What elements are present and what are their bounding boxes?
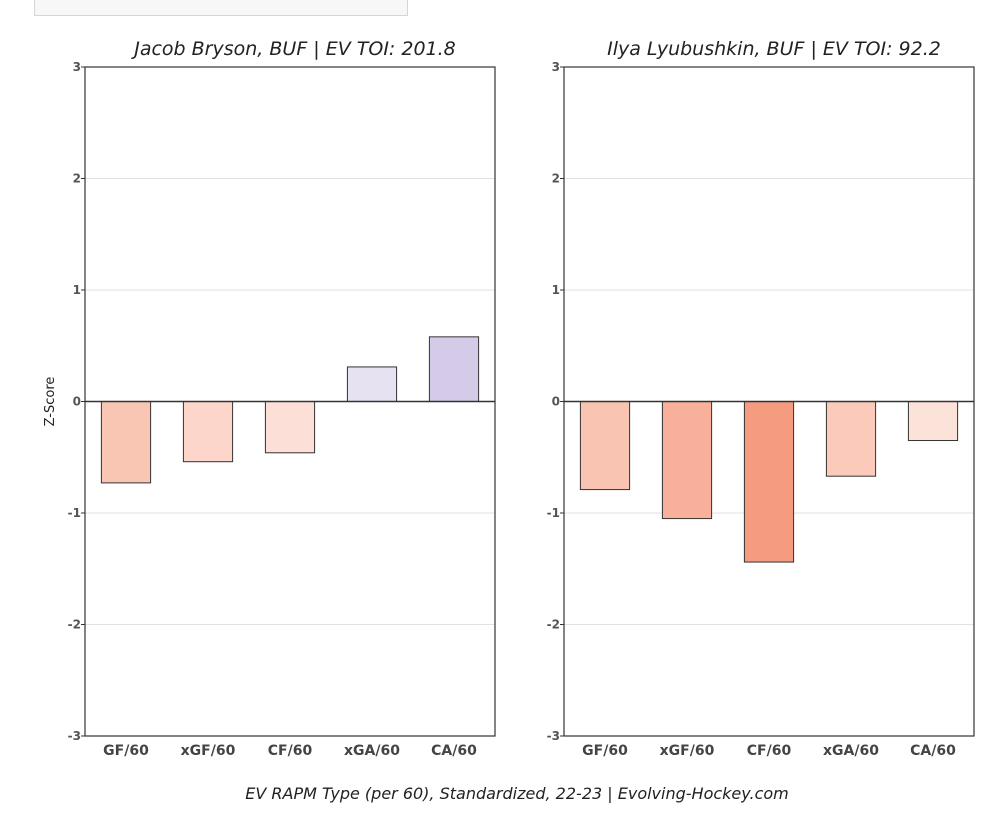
bar-cf-60 [264,401,316,454]
bar-xga-60 [825,401,877,477]
chart-title: Ilya Lyubushkin, BUF | EV TOI: 92.2 [607,38,941,60]
y-tick-label: 0 [73,395,81,409]
y-tick-label: 2 [73,172,81,186]
y-tick-label: -3 [68,729,81,743]
x-tick-label: CF/60 [268,743,313,759]
x-tick-label: GF/60 [103,743,149,759]
x-tick-label: xGF/60 [181,743,236,759]
y-tick-label: 0 [552,395,560,409]
x-tick-label: xGF/60 [660,743,715,759]
x-tick-label: GF/60 [582,743,628,759]
x-tick-label: xGA/60 [823,743,879,759]
x-tick-label: xGA/60 [344,743,400,759]
y-tick-label: 1 [552,283,560,297]
bar-xgf-60 [182,401,234,463]
y-tick-label: -3 [547,729,560,743]
bar-gf-60 [100,401,152,484]
plot-frame [563,66,975,737]
bar-xgf-60 [661,401,713,520]
y-axis-label: Z-Score [43,377,58,427]
y-tick-label: 3 [552,60,560,74]
top-filter-box [34,0,408,16]
bar-cf-60 [743,401,795,563]
y-tick-label: 2 [552,172,560,186]
chart-panel-2: GF/60 xGF/60 CF/60 xGA/60 CA/60 3 2 1 0 -1 -2 -3 Ily… [547,38,975,759]
chart-footer: EV RAPM Type (per 60), Standardized, 22-… [245,784,789,803]
bar-ca-60 [428,336,480,402]
bar-xga-60 [346,366,398,402]
chart-panel-1: GF/60 xGF/60 CF/60 xGA/60 CA/60 3 2 1 0 -1 -2 -3 Jac… [43,38,496,759]
y-tick-label: -1 [68,506,81,520]
y-tick-label: 3 [73,60,81,74]
bar-ca-60 [907,401,959,442]
y-tick-label: -1 [547,506,560,520]
x-tick-label: CF/60 [747,743,792,759]
x-tick-label: CA/60 [910,743,956,759]
y-tick-label: -2 [68,618,81,632]
bar-gf-60 [579,401,631,491]
y-tick-label: 1 [73,283,81,297]
chart-title: Jacob Bryson, BUF | EV TOI: 201.8 [130,38,456,60]
plot-frame [84,66,496,737]
x-tick-label: CA/60 [431,743,477,759]
y-tick-label: -2 [547,618,560,632]
